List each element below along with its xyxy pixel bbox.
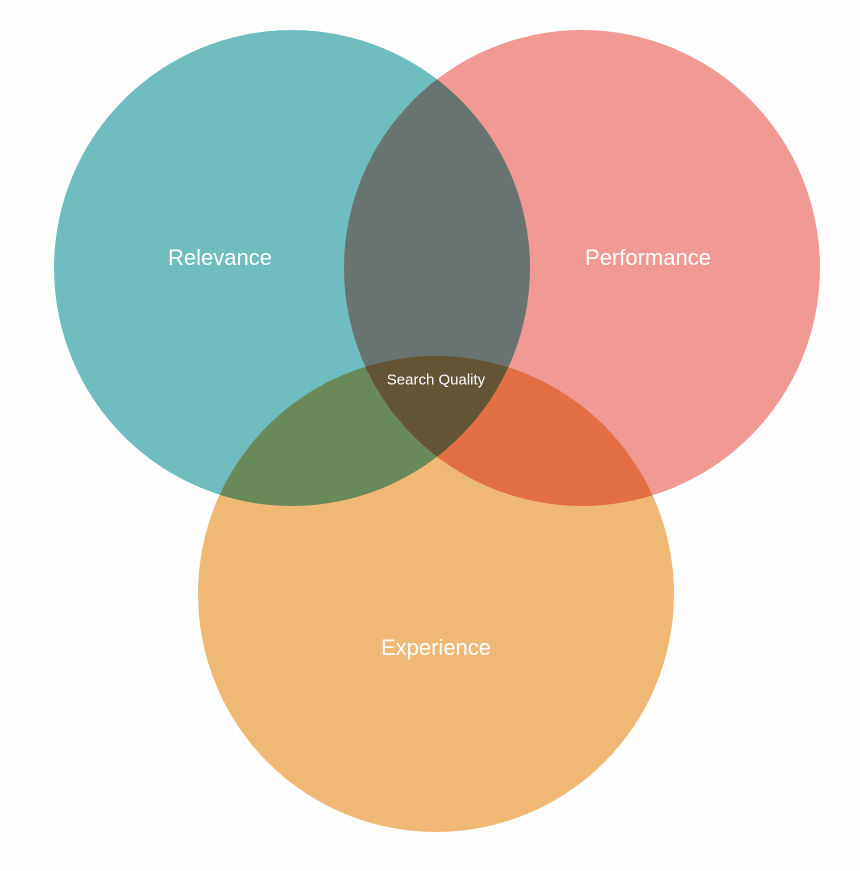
venn-label-performance: Performance	[585, 245, 711, 271]
venn-label-relevance: Relevance	[168, 245, 272, 271]
venn-label-experience: Experience	[381, 635, 491, 661]
venn-circle-experience	[198, 356, 674, 832]
venn-diagram: Relevance Performance Experience Search …	[0, 0, 860, 871]
venn-center-label: Search Quality	[387, 372, 485, 389]
